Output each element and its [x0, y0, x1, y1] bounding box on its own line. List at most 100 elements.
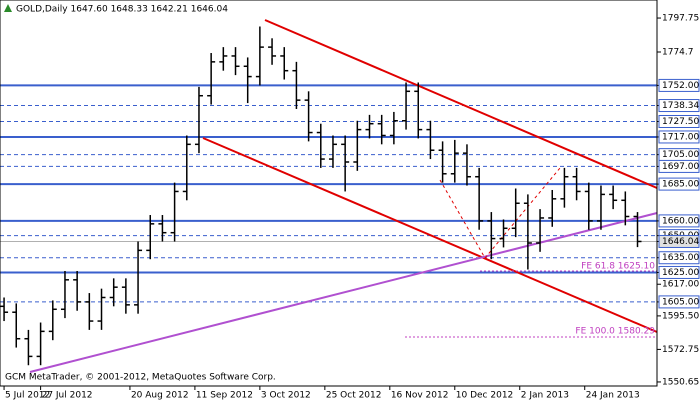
ohlc-bar — [207, 53, 216, 105]
ohlc-bar — [572, 167, 581, 201]
ohlc-bar — [134, 241, 143, 314]
ohlc-bar — [450, 139, 459, 183]
ohlc-bar — [231, 47, 240, 76]
x-tick-label: 3 Oct 2012 — [261, 391, 311, 401]
ohlc-bar — [475, 167, 484, 230]
ohlc-bar — [426, 120, 435, 160]
x-tick-label: 10 Dec 2012 — [456, 391, 514, 401]
ohlc-bar — [328, 135, 337, 168]
y-tick-label: 1738.34 — [662, 101, 699, 111]
chart-title: GOLD,Daily 1647.60 1648.33 1642.21 1646.… — [16, 5, 228, 15]
y-tick-label: 1635.00 — [662, 253, 699, 263]
ohlc-bar — [194, 86, 203, 154]
ohlc-bar — [268, 38, 277, 65]
y-tick-label: 1625.00 — [662, 268, 699, 278]
y-label-box — [658, 78, 700, 92]
levels — [0, 84, 657, 303]
y-tick-label: 1685.00 — [662, 180, 699, 190]
x-tick-label: 16 Nov 2012 — [391, 391, 449, 401]
ohlc-bar — [97, 288, 106, 330]
y-tick-label: 1572.75 — [662, 345, 699, 355]
ohlc-bar — [621, 191, 630, 226]
ohlc-bar — [182, 135, 191, 201]
trend-line — [29, 212, 658, 373]
y-label-box — [658, 159, 700, 173]
x-tick-label: 27 Jul 2012 — [42, 391, 93, 401]
ohlc-bar — [365, 114, 374, 139]
bars — [0, 26, 642, 366]
ohlc-bar — [60, 270, 69, 319]
x-tick-label: 25 Oct 2012 — [326, 391, 382, 401]
ohlc-bar — [609, 185, 618, 210]
ohlc-bar — [146, 215, 155, 260]
ohlc-bar — [536, 209, 545, 252]
annotation: FE 100.0 1580.29 — [575, 327, 655, 337]
ohlc-bar — [560, 167, 569, 208]
ohlc-bar — [438, 141, 447, 183]
ohlc-bar — [280, 47, 289, 80]
ohlc-bar — [499, 219, 508, 248]
ohlc-bar — [292, 61, 301, 109]
x-tick-label: 20 Aug 2012 — [131, 391, 189, 401]
y-label-box — [658, 251, 700, 265]
trend-line — [264, 19, 658, 189]
ohlc-bar — [462, 144, 471, 186]
y-label-box — [658, 177, 700, 191]
ohlc-bar — [402, 82, 411, 130]
y-label-box — [658, 114, 700, 128]
ohlc-bar — [109, 278, 118, 307]
y-label-box — [658, 99, 700, 113]
ohlc-bar — [158, 215, 167, 242]
y-tick-label: 1774.7 — [662, 47, 694, 57]
ohlc-bar — [243, 57, 252, 104]
ohlc-bar — [255, 26, 264, 86]
ohlc-bar — [511, 188, 520, 238]
ohlc-bar — [389, 111, 398, 145]
ohlc-bar — [85, 293, 94, 330]
y-tick-label: 1705.00 — [662, 150, 699, 160]
ohlc-bar — [73, 270, 82, 311]
footer: GCM MetaTrader, © 2001-2012, MetaQuotes … — [5, 373, 276, 383]
y-tick-label: 1605.00 — [662, 297, 699, 307]
y-tick-label: 1595.50 — [662, 311, 699, 321]
y-tick-label: 1550.65 — [662, 377, 699, 387]
ohlc-bar — [316, 123, 325, 168]
ohlc-bar — [219, 47, 228, 71]
y-tick-label: 1697.00 — [662, 162, 699, 172]
x-tick-label: 2 Jan 2013 — [521, 391, 569, 401]
x-tick-label: 5 Jul 2012 — [5, 391, 50, 401]
ohlc-bar — [596, 185, 605, 230]
ohlc-bar — [304, 91, 313, 142]
x-tick-label: 11 Sep 2012 — [196, 391, 253, 401]
annotation: FE 61.8 1625.10 — [581, 262, 655, 272]
y-label-box — [658, 130, 700, 144]
ohlc-bar — [487, 212, 496, 260]
y-label-box — [658, 214, 700, 228]
ohlc-bar — [548, 189, 557, 227]
y-tick-label: 1752.00 — [662, 81, 699, 91]
symbol-icon — [4, 4, 12, 12]
y-label-box — [658, 234, 700, 248]
y-tick-label: 1660.00 — [662, 216, 699, 226]
y-label-box — [658, 265, 700, 279]
ohlc-bar — [523, 194, 532, 270]
y-tick-label: 1717.00 — [662, 132, 699, 142]
ohlc-bar — [24, 329, 33, 366]
y-tick-label: 1617.00 — [662, 280, 699, 290]
ohlc-bar — [48, 300, 57, 341]
ohlc-bar — [584, 182, 593, 230]
ohlc-bar — [12, 303, 21, 348]
plot-frame — [0, 0, 658, 387]
fibo-expansion — [439, 167, 561, 259]
ohlc-bar — [341, 135, 350, 192]
ohlc-bar — [0, 297, 9, 322]
ohlc-bar — [36, 322, 45, 366]
ohlc-bar — [170, 182, 179, 242]
y-tick-label: 1646.04 — [662, 237, 699, 247]
ohlc-bar — [633, 212, 642, 248]
ohlc-bar — [121, 278, 130, 314]
ohlc-bar — [377, 114, 386, 145]
trend-line — [202, 137, 658, 333]
